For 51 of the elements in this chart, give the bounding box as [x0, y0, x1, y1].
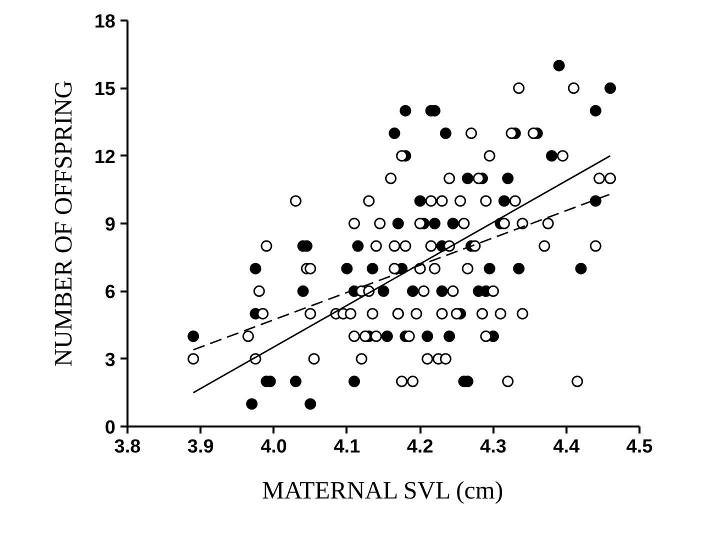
y-tick-label: 0: [104, 418, 116, 438]
point: [297, 285, 309, 297]
point: [422, 330, 434, 342]
point: [447, 218, 459, 230]
point: [484, 262, 496, 274]
point: [366, 262, 378, 274]
point: [290, 376, 302, 388]
x-tick-label: 4.0: [260, 436, 287, 458]
point: [440, 128, 452, 140]
x-tick-label: 3.8: [114, 436, 141, 458]
point: [388, 128, 400, 140]
x-axis-title: MATERNAL SVL (cm): [262, 478, 504, 504]
x-tick-label: 4.1: [334, 436, 361, 458]
point: [341, 262, 353, 274]
y-tick-label: 12: [94, 146, 116, 168]
x-tick-label: 4.3: [480, 436, 506, 458]
y-tick-label: 6: [104, 282, 116, 304]
point: [250, 262, 262, 274]
y-axis-title: NUMBER OF OFFSPRING: [50, 80, 78, 367]
point: [348, 376, 360, 388]
point: [546, 150, 558, 162]
point: [392, 218, 404, 230]
point: [513, 262, 525, 274]
point: [246, 398, 258, 410]
point: [304, 398, 316, 410]
y-tick-label: 9: [104, 214, 116, 236]
x-tick-label: 4.2: [406, 436, 434, 458]
point: [553, 60, 565, 72]
point: [575, 262, 587, 274]
point: [444, 330, 456, 342]
point: [400, 104, 412, 116]
point: [428, 218, 440, 230]
point: [436, 285, 448, 297]
y-tick-label: 3: [104, 350, 116, 371]
x-tick-label: 4.5: [626, 436, 654, 458]
point: [381, 330, 393, 342]
x-tick-label: 3.9: [187, 436, 214, 458]
y-tick-label: 15: [94, 79, 116, 100]
point: [462, 172, 474, 184]
point: [352, 240, 364, 252]
point: [378, 285, 390, 297]
point: [498, 195, 510, 207]
point: [590, 104, 602, 116]
point: [407, 285, 419, 297]
x-tick-label: 4.4: [553, 436, 580, 458]
point: [414, 195, 426, 207]
y-tick-label: 18: [94, 12, 116, 32]
point: [502, 172, 514, 184]
point: [188, 330, 200, 342]
point: [604, 82, 616, 94]
point: [590, 195, 602, 207]
